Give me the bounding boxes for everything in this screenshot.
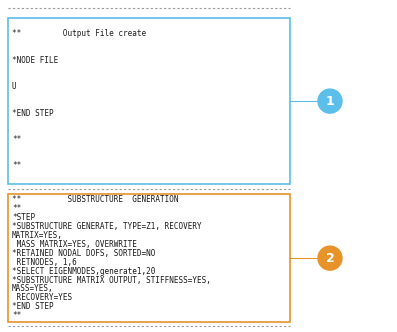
Text: RECOVERY=YES: RECOVERY=YES — [12, 293, 72, 302]
Bar — [8, 18, 290, 184]
Bar — [8, 194, 290, 322]
Text: MATRIX=YES,: MATRIX=YES, — [12, 231, 63, 240]
Circle shape — [318, 246, 342, 270]
Text: *STEP: *STEP — [12, 213, 35, 222]
Text: **          SUBSTRUCTURE  GENERATION: ** SUBSTRUCTURE GENERATION — [12, 195, 179, 204]
Text: 2: 2 — [326, 252, 334, 265]
Text: **: ** — [12, 135, 21, 144]
Text: *SUBSTRUCTURE GENERATE, TYPE=Z1, RECOVERY: *SUBSTRUCTURE GENERATE, TYPE=Z1, RECOVER… — [12, 222, 202, 231]
Text: 1: 1 — [326, 95, 334, 108]
Text: **: ** — [12, 311, 21, 320]
Text: *SELECT EIGENMODES,generate1,20: *SELECT EIGENMODES,generate1,20 — [12, 267, 155, 276]
Text: U: U — [12, 82, 17, 91]
Text: *NODE FILE: *NODE FILE — [12, 56, 58, 65]
Text: **: ** — [12, 204, 21, 213]
Text: MASS=YES,: MASS=YES, — [12, 285, 54, 293]
Text: *RETAINED NODAL DOFS, SORTED=NO: *RETAINED NODAL DOFS, SORTED=NO — [12, 249, 155, 258]
Text: *SUBSTRUCTURE MATRIX OUTPUT, STIFFNESS=YES,: *SUBSTRUCTURE MATRIX OUTPUT, STIFFNESS=Y… — [12, 276, 211, 285]
Text: **: ** — [12, 161, 21, 170]
Text: MASS MATRIX=YES, OVERWRITE: MASS MATRIX=YES, OVERWRITE — [12, 240, 137, 249]
Text: *END STEP: *END STEP — [12, 109, 54, 118]
Circle shape — [318, 89, 342, 113]
Text: **         Output File create: ** Output File create — [12, 29, 146, 38]
Text: *END STEP: *END STEP — [12, 302, 54, 311]
Text: RETNODES, 1,6: RETNODES, 1,6 — [12, 258, 77, 267]
